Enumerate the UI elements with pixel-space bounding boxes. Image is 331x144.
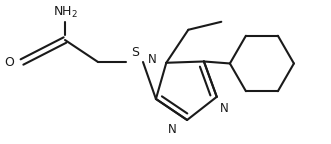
Text: O: O xyxy=(4,55,14,69)
Text: NH$_2$: NH$_2$ xyxy=(53,4,77,20)
Text: N: N xyxy=(220,102,228,115)
Text: S: S xyxy=(131,47,139,59)
Text: N: N xyxy=(168,123,177,136)
Text: N: N xyxy=(148,53,156,66)
